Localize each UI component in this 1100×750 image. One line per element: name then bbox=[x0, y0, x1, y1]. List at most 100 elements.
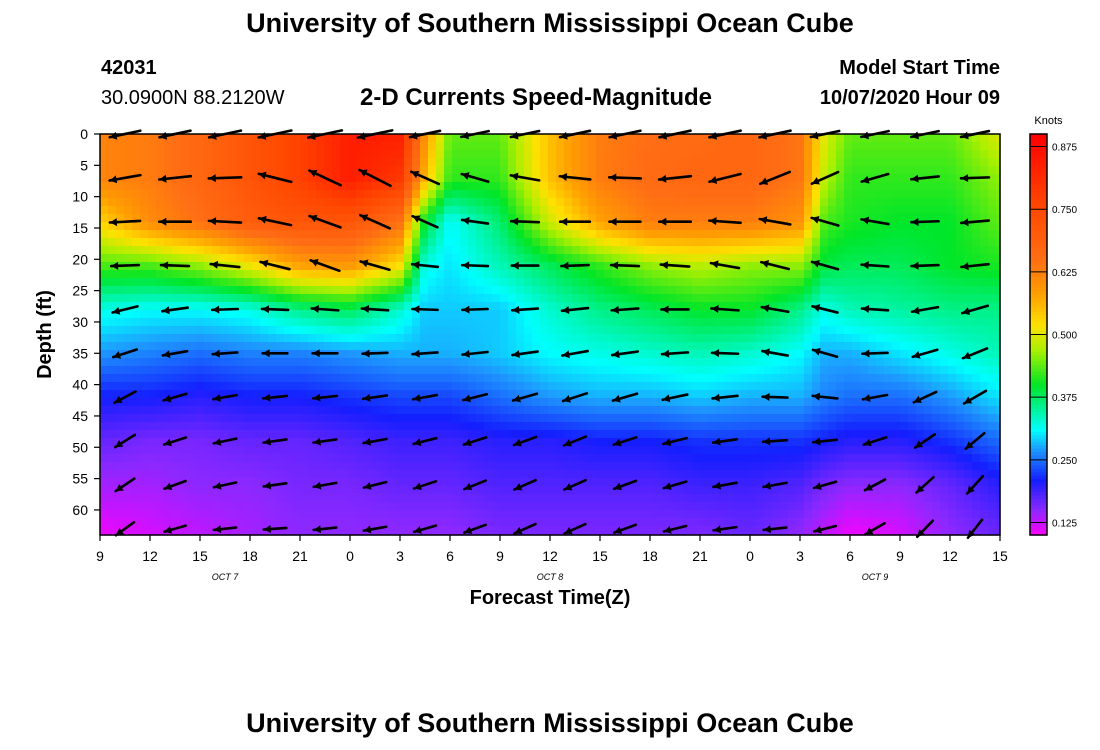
heatmap-cell bbox=[876, 318, 885, 327]
heatmap-cell bbox=[452, 206, 461, 215]
heatmap-cell bbox=[508, 446, 517, 455]
heatmap-cell bbox=[484, 358, 493, 367]
heatmap-cell bbox=[884, 238, 893, 247]
heatmap-cell bbox=[580, 374, 589, 383]
heatmap-cell bbox=[180, 470, 189, 479]
heatmap-cell bbox=[668, 270, 677, 279]
heatmap-cell bbox=[964, 366, 973, 375]
heatmap-cell bbox=[972, 350, 981, 359]
heatmap-cell bbox=[468, 302, 477, 311]
heatmap-cell bbox=[924, 334, 933, 343]
heatmap-cell bbox=[556, 230, 565, 239]
heatmap-cell bbox=[804, 238, 813, 247]
heatmap-cell bbox=[868, 382, 877, 391]
heatmap-cell bbox=[364, 462, 373, 471]
heatmap-cell bbox=[148, 254, 157, 263]
heatmap-cell bbox=[316, 318, 325, 327]
heatmap-cell bbox=[548, 382, 557, 391]
heatmap-cell bbox=[220, 246, 229, 255]
heatmap-cell bbox=[140, 390, 149, 399]
heatmap-cell bbox=[332, 262, 341, 271]
heatmap-cell bbox=[636, 166, 645, 175]
heatmap-cell bbox=[692, 478, 701, 487]
heatmap-cell bbox=[964, 382, 973, 391]
heatmap-cell bbox=[764, 166, 773, 175]
heatmap-cell bbox=[532, 190, 541, 199]
heatmap-cell bbox=[268, 310, 277, 319]
heatmap-cell bbox=[604, 238, 613, 247]
heatmap-cell bbox=[820, 166, 829, 175]
heatmap-cell bbox=[844, 342, 853, 351]
heatmap-cell bbox=[204, 270, 213, 279]
heatmap-cell bbox=[940, 374, 949, 383]
heatmap-cell bbox=[460, 302, 469, 311]
heatmap-cell bbox=[556, 174, 565, 183]
heatmap-cell bbox=[748, 278, 757, 287]
heatmap-cell bbox=[660, 278, 669, 287]
heatmap-cell bbox=[164, 246, 173, 255]
heatmap-cell bbox=[596, 198, 605, 207]
heatmap-cell bbox=[380, 358, 389, 367]
heatmap-cell bbox=[948, 142, 957, 151]
heatmap-cell bbox=[268, 182, 277, 191]
heatmap-cell bbox=[844, 142, 853, 151]
heatmap-cell bbox=[156, 366, 165, 375]
heatmap-cell bbox=[396, 166, 405, 175]
heatmap-cell bbox=[324, 454, 333, 463]
heatmap-cell bbox=[260, 302, 269, 311]
heatmap-cell bbox=[596, 446, 605, 455]
heatmap-cell bbox=[300, 174, 309, 183]
heatmap-cell bbox=[828, 166, 837, 175]
heatmap-cell bbox=[620, 254, 629, 263]
heatmap-cell bbox=[636, 150, 645, 159]
heatmap-cell bbox=[764, 430, 773, 439]
heatmap-cell bbox=[188, 278, 197, 287]
heatmap-cell bbox=[628, 190, 637, 199]
heatmap-cell bbox=[276, 166, 285, 175]
heatmap-cell bbox=[980, 206, 989, 215]
heatmap-cell bbox=[908, 246, 917, 255]
heatmap-cell bbox=[172, 286, 181, 295]
heatmap-cell bbox=[908, 478, 917, 487]
heatmap-cell bbox=[676, 150, 685, 159]
heatmap-cell bbox=[692, 350, 701, 359]
heatmap-cell bbox=[300, 374, 309, 383]
heatmap-cell bbox=[900, 134, 909, 143]
heatmap-cell bbox=[668, 358, 677, 367]
heatmap-cell bbox=[692, 142, 701, 151]
heatmap-cell bbox=[892, 158, 901, 167]
heatmap-cell bbox=[124, 422, 133, 431]
heatmap-cell bbox=[308, 166, 317, 175]
heatmap-cell bbox=[796, 406, 805, 415]
heatmap-cell bbox=[716, 294, 725, 303]
heatmap-cell bbox=[516, 214, 525, 223]
heatmap-cell bbox=[548, 470, 557, 479]
heatmap-cell bbox=[932, 398, 941, 407]
heatmap-cell bbox=[900, 142, 909, 151]
heatmap-cell bbox=[836, 446, 845, 455]
heatmap-cell bbox=[580, 150, 589, 159]
heatmap-cell bbox=[308, 230, 317, 239]
heatmap-cell bbox=[156, 182, 165, 191]
heatmap-cell bbox=[796, 390, 805, 399]
heatmap-cell bbox=[828, 358, 837, 367]
heatmap-cell bbox=[124, 270, 133, 279]
heatmap-cell bbox=[420, 366, 429, 375]
heatmap-cell bbox=[620, 182, 629, 191]
heatmap-cell bbox=[676, 286, 685, 295]
heatmap-cell bbox=[540, 342, 549, 351]
heatmap-cell bbox=[908, 430, 917, 439]
heatmap-cell bbox=[492, 262, 501, 271]
heatmap-cell bbox=[924, 414, 933, 423]
heatmap-cell bbox=[348, 382, 357, 391]
heatmap-cell bbox=[100, 470, 109, 479]
heatmap-cell bbox=[612, 166, 621, 175]
heatmap-cell bbox=[356, 302, 365, 311]
heatmap-cell bbox=[820, 358, 829, 367]
heatmap-cell bbox=[740, 358, 749, 367]
heatmap-cell bbox=[980, 454, 989, 463]
heatmap-cell bbox=[780, 158, 789, 167]
heatmap-cell bbox=[780, 342, 789, 351]
heatmap-cell bbox=[804, 270, 813, 279]
heatmap-cell bbox=[508, 278, 517, 287]
